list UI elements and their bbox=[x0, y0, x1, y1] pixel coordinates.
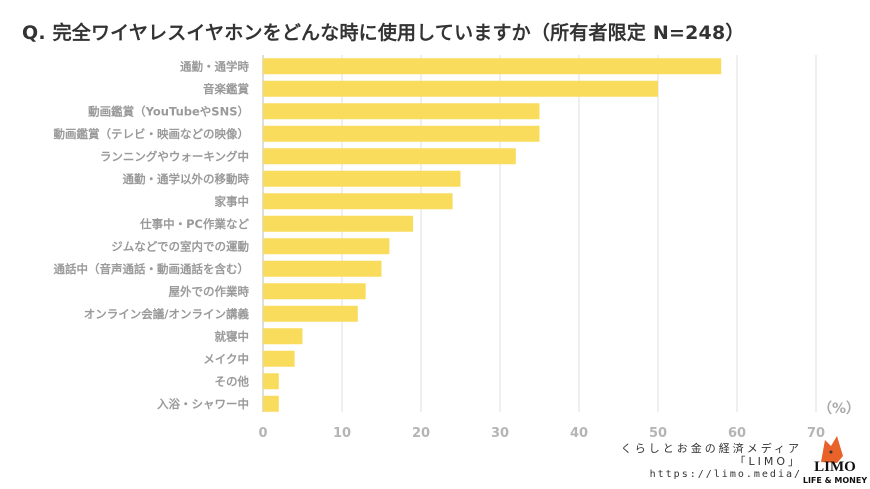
chart-title: Q. 完全ワイヤレスイヤホンをどんな時に使用していますか（所有者限定 N=248… bbox=[22, 22, 745, 44]
category-label: 通勤・通学以外の移動時 bbox=[123, 172, 250, 186]
bar bbox=[263, 148, 516, 165]
x-tick-label: 0 bbox=[258, 426, 267, 441]
brand-name: 「LIMO」 bbox=[734, 455, 802, 468]
category-label: 入浴・シャワー中 bbox=[157, 397, 249, 411]
category-label: 動画鑑賞（YouTubeやSNS） bbox=[88, 104, 249, 118]
bar bbox=[263, 328, 303, 345]
x-tick-label: 10 bbox=[333, 426, 351, 441]
bar bbox=[263, 103, 540, 120]
bar bbox=[263, 395, 279, 412]
bar bbox=[263, 170, 461, 187]
category-label: その他 bbox=[215, 374, 250, 388]
bar bbox=[263, 238, 390, 255]
fox-icon bbox=[821, 436, 843, 463]
bar bbox=[263, 215, 414, 232]
category-label: 屋外での作業時 bbox=[169, 284, 250, 298]
category-label: 仕事中・PC作業など bbox=[139, 217, 249, 231]
category-label: オンライン会議/オンライン講義 bbox=[84, 307, 250, 321]
bar bbox=[263, 350, 295, 367]
x-tick-label: 60 bbox=[728, 426, 746, 441]
bar bbox=[263, 80, 658, 97]
unit-label: （%） bbox=[818, 401, 861, 417]
bar bbox=[263, 373, 279, 390]
bar bbox=[263, 193, 453, 210]
x-tick-label: 70 bbox=[807, 426, 825, 441]
category-label: ジムなどでの室内での運動 bbox=[111, 239, 249, 253]
bar bbox=[263, 125, 540, 142]
category-label: 就寝中 bbox=[215, 329, 250, 343]
logo-text: LIMO bbox=[814, 459, 856, 475]
category-label: 音楽鑑賞 bbox=[203, 82, 249, 96]
x-tick-label: 50 bbox=[649, 426, 667, 441]
logo-sub: LIFE & MONEY bbox=[802, 476, 868, 485]
category-label: 通話中（音声通話・動画通話を含む） bbox=[54, 262, 250, 276]
category-label: 通勤・通学時 bbox=[180, 59, 249, 73]
x-tick-label: 20 bbox=[412, 426, 430, 441]
x-tick-label: 40 bbox=[570, 426, 588, 441]
category-label: 動画鑑賞（テレビ・映画などの映像） bbox=[54, 127, 250, 141]
bar bbox=[263, 260, 382, 277]
category-label: ランニングやウォーキング中 bbox=[100, 149, 249, 163]
brand-url: https://limo.media/ bbox=[649, 469, 802, 480]
category-label: 家事中 bbox=[215, 194, 250, 208]
bar bbox=[263, 283, 366, 300]
category-label: メイク中 bbox=[203, 352, 249, 366]
tagline: くらしとお金の経済メディア bbox=[620, 442, 802, 455]
bar bbox=[263, 58, 722, 75]
branding: くらしとお金の経済メディア 「LIMO」 https://limo.media/ bbox=[621, 442, 802, 481]
x-tick-label: 30 bbox=[491, 426, 509, 441]
bar bbox=[263, 305, 358, 322]
